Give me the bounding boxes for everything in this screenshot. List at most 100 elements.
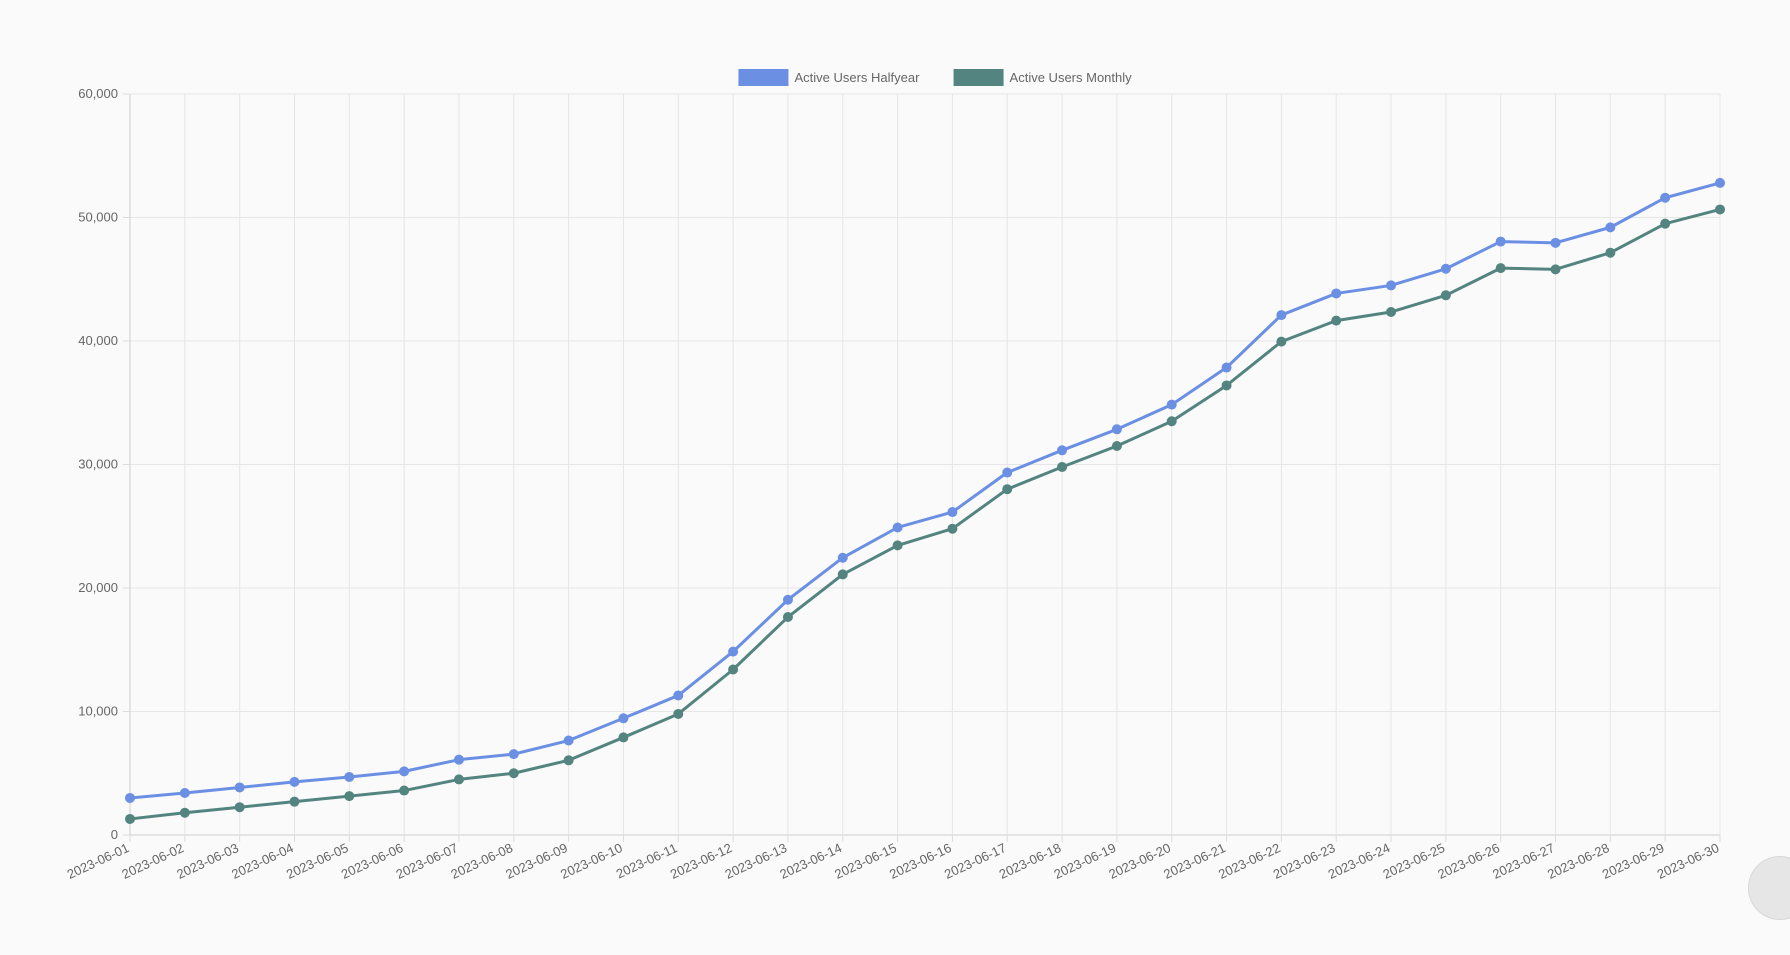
data-point[interactable] <box>399 766 410 777</box>
x-tick-label: 2023-06-20 <box>1106 840 1173 882</box>
legend-swatch[interactable] <box>738 69 789 86</box>
data-point[interactable] <box>947 523 958 534</box>
x-tick-label: 2023-06-07 <box>394 840 461 882</box>
data-point[interactable] <box>453 754 464 765</box>
data-point[interactable] <box>1605 222 1616 233</box>
x-tick-label: 2023-06-12 <box>668 840 735 882</box>
data-point[interactable] <box>892 540 903 551</box>
x-tick-label: 2023-06-23 <box>1271 840 1338 882</box>
data-point[interactable] <box>1057 461 1068 472</box>
data-point[interactable] <box>673 690 684 701</box>
data-point[interactable] <box>618 713 629 724</box>
data-point[interactable] <box>1276 310 1287 321</box>
data-point[interactable] <box>453 774 464 785</box>
series-line-0 <box>129 181 1721 800</box>
x-tick-label: 2023-06-01 <box>65 840 132 882</box>
x-tick-label: 2023-06-25 <box>1381 840 1448 882</box>
data-point[interactable] <box>1166 416 1177 427</box>
data-point[interactable] <box>1221 362 1232 373</box>
data-point[interactable] <box>1111 440 1122 451</box>
data-point[interactable] <box>1111 424 1122 435</box>
data-point[interactable] <box>837 552 848 563</box>
data-point[interactable] <box>892 522 903 533</box>
series-lines <box>125 177 1725 824</box>
data-point[interactable] <box>1002 484 1013 495</box>
series-line-1 <box>129 208 1721 821</box>
x-tick-label: 2023-06-05 <box>284 840 351 882</box>
x-tick-label: 2023-06-09 <box>503 840 570 882</box>
x-tick-label: 2023-06-24 <box>1326 840 1393 882</box>
data-point[interactable] <box>1715 204 1725 215</box>
data-point[interactable] <box>728 664 739 675</box>
y-tick-label: 30,000 <box>78 457 118 472</box>
x-tick-label: 2023-06-17 <box>942 840 1009 882</box>
data-point[interactable] <box>1660 192 1671 203</box>
x-tick-label: 2023-06-19 <box>1052 840 1119 882</box>
data-point[interactable] <box>618 732 629 743</box>
x-tick-label: 2023-06-08 <box>448 840 515 882</box>
data-point[interactable] <box>1605 247 1616 258</box>
data-point[interactable] <box>1440 290 1451 301</box>
legend-label[interactable]: Active Users Monthly <box>1010 70 1133 85</box>
data-point[interactable] <box>563 755 574 766</box>
data-point[interactable] <box>399 785 410 796</box>
data-point[interactable] <box>673 708 684 719</box>
data-point[interactable] <box>234 782 245 793</box>
data-point[interactable] <box>1715 177 1725 188</box>
x-tick-label: 2023-06-14 <box>777 840 844 882</box>
data-point[interactable] <box>782 612 793 623</box>
x-tick-label: 2023-06-30 <box>1655 840 1722 882</box>
data-point[interactable] <box>344 771 355 782</box>
data-point[interactable] <box>563 735 574 746</box>
data-point[interactable] <box>1331 288 1342 299</box>
data-point[interactable] <box>837 569 848 580</box>
data-point[interactable] <box>1660 218 1671 229</box>
x-tick-label: 2023-06-04 <box>229 840 296 882</box>
data-point[interactable] <box>1386 280 1397 291</box>
data-point[interactable] <box>728 646 739 657</box>
data-point[interactable] <box>782 594 793 605</box>
data-point[interactable] <box>508 768 519 779</box>
data-point[interactable] <box>508 749 519 760</box>
data-point[interactable] <box>1221 380 1232 391</box>
data-point[interactable] <box>1495 263 1506 274</box>
axes: 0 10,000 20,000 30,000 40,000 50,000 60,000 202… <box>65 86 1722 882</box>
data-point[interactable] <box>125 792 135 803</box>
x-tick-label: 2023-06-27 <box>1490 840 1557 882</box>
data-point[interactable] <box>947 507 958 518</box>
data-point[interactable] <box>1166 399 1177 410</box>
data-point[interactable] <box>289 776 300 787</box>
data-point[interactable] <box>1331 315 1342 326</box>
x-tick-label: 2023-06-02 <box>119 840 186 882</box>
data-point[interactable] <box>1002 467 1013 478</box>
data-point[interactable] <box>234 802 245 813</box>
x-tick-label: 2023-06-22 <box>1216 840 1283 882</box>
y-tick-label: 10,000 <box>78 704 118 719</box>
x-tick-label: 2023-06-03 <box>174 840 241 882</box>
legend[interactable]: Active Users Halfyear Active Users Monthl… <box>738 69 1132 86</box>
data-point[interactable] <box>1386 306 1397 317</box>
data-point[interactable] <box>1550 237 1561 248</box>
data-point[interactable] <box>1057 445 1068 456</box>
data-point[interactable] <box>289 796 300 807</box>
x-tick-label: 2023-06-06 <box>339 840 406 882</box>
x-tick-label: 2023-06-13 <box>723 840 790 882</box>
data-point[interactable] <box>179 788 190 799</box>
data-point[interactable] <box>344 791 355 802</box>
data-point[interactable] <box>179 807 190 818</box>
x-tick-label: 2023-06-28 <box>1545 840 1612 882</box>
data-point[interactable] <box>1440 263 1451 274</box>
grid-lines <box>129 93 1721 836</box>
x-tick-label: 2023-06-21 <box>1161 840 1228 882</box>
y-tick-label: 0 <box>111 827 118 842</box>
data-point[interactable] <box>1495 236 1506 247</box>
legend-label[interactable]: Active Users Halfyear <box>794 70 920 85</box>
data-point[interactable] <box>125 813 135 824</box>
data-point[interactable] <box>1276 336 1287 347</box>
data-point[interactable] <box>1550 264 1561 275</box>
legend-swatch[interactable] <box>953 69 1004 86</box>
x-tick-label: 2023-06-15 <box>832 840 899 882</box>
x-tick-label: 2023-06-26 <box>1435 840 1502 882</box>
